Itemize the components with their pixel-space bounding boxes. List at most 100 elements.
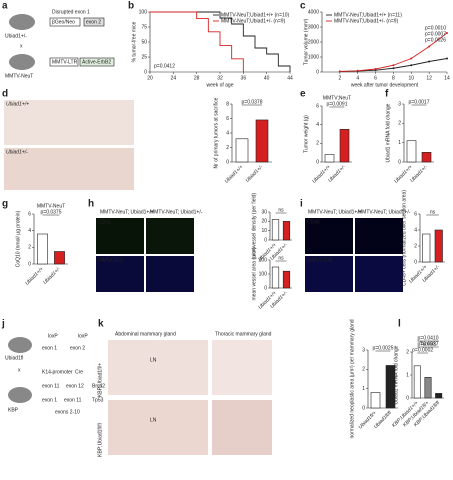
text: Cre bbox=[75, 369, 83, 375]
y-axis-label: Nr of primary tumors at sacrifice bbox=[213, 97, 219, 168]
micrograph bbox=[305, 256, 353, 292]
y-tick-label: 4 bbox=[414, 227, 417, 233]
y-tick-label: 20 bbox=[261, 219, 267, 225]
x-tick-label: 8 bbox=[392, 75, 395, 81]
x-tick-label: 4 bbox=[356, 75, 359, 81]
text: LN bbox=[150, 417, 157, 423]
text: DAPI/CD31 bbox=[98, 257, 124, 263]
panel-letter: a bbox=[2, 1, 8, 12]
bar bbox=[421, 152, 432, 163]
y-tick-label: 3000 bbox=[308, 24, 319, 30]
chart-title: MMTV-NeuT bbox=[37, 203, 65, 209]
y-tick-label: 2000 bbox=[308, 39, 319, 45]
y-tick-label: 6 bbox=[316, 103, 319, 109]
text: loxP bbox=[48, 333, 58, 339]
y-axis-label: Tumor weight (g) bbox=[303, 115, 309, 153]
point bbox=[428, 45, 431, 48]
micrograph bbox=[146, 256, 194, 292]
point bbox=[410, 57, 413, 60]
y-tick-label: 100 bbox=[139, 9, 148, 15]
bar bbox=[339, 129, 350, 163]
y-tick-label: 2 bbox=[28, 245, 31, 251]
series-line bbox=[150, 11, 244, 72]
panel-letter: g bbox=[2, 199, 8, 210]
annotation: ns bbox=[278, 207, 284, 213]
x-tick-label: Ubiad1+/+ bbox=[24, 266, 45, 287]
panel-letter: k bbox=[98, 319, 104, 330]
text: MMTV-NeuT; Ubiad1+/- bbox=[358, 209, 411, 215]
y-tick-label: 0 bbox=[406, 395, 409, 401]
panel-letter: d bbox=[2, 89, 8, 100]
legend-label: MMTV-NeuT;Ubiad1+/- (n=9) bbox=[334, 18, 399, 24]
y-tick-label: 0 bbox=[414, 259, 417, 265]
text: MMTV-NeuT bbox=[5, 73, 33, 79]
text: MMTV-NeuT; Ubiad1+/+ bbox=[308, 209, 362, 215]
y-tick-label: 2 bbox=[226, 145, 229, 151]
text: Brca2 bbox=[92, 383, 105, 389]
y-tick-label: 0 bbox=[316, 69, 319, 75]
bar bbox=[271, 219, 280, 241]
legend-label: MMTV-NeuT;Ubiad1+/- (n=9) bbox=[221, 18, 286, 24]
y-tick-label: 6 bbox=[28, 211, 31, 217]
mouse bbox=[8, 387, 32, 403]
bar bbox=[406, 140, 417, 163]
x-tick-label: 36 bbox=[241, 75, 247, 81]
text: exon 1 bbox=[42, 397, 57, 403]
x-tick-label: 40 bbox=[264, 75, 270, 81]
bar bbox=[435, 393, 443, 399]
y-tick-label: 1000 bbox=[308, 54, 319, 60]
x-tick-label: 2 bbox=[338, 75, 341, 81]
text: Ubiad1+/- bbox=[5, 33, 27, 39]
text: Ubiad1+/- bbox=[6, 149, 28, 155]
y-axis-label: % tumor-free mice bbox=[131, 21, 137, 62]
text: exon 2 bbox=[86, 19, 101, 25]
text: CD31 bbox=[98, 219, 111, 225]
text: x bbox=[18, 367, 21, 373]
y-tick-label: 50 bbox=[141, 39, 147, 45]
bar bbox=[271, 266, 280, 289]
y-tick-label: 1 bbox=[406, 372, 409, 378]
annotation: ns bbox=[278, 255, 284, 261]
text: Thoracic mammary gland bbox=[215, 331, 272, 337]
y-axis-label: normalized neoplastic area (µm²) per mam… bbox=[349, 319, 355, 438]
y-tick-label: 0 bbox=[226, 159, 229, 165]
annotation: p=0.0017 bbox=[409, 99, 430, 105]
bar bbox=[370, 392, 381, 409]
photo bbox=[4, 148, 134, 190]
micrograph bbox=[355, 218, 403, 254]
annotation: p=0.0412 bbox=[154, 63, 175, 69]
panel-letter: l bbox=[398, 319, 401, 330]
mouse bbox=[8, 337, 32, 353]
x-tick-label: 44 bbox=[287, 75, 293, 81]
mouse bbox=[9, 54, 35, 70]
y-axis-label: CD45+ cells (normalized over section are… bbox=[401, 190, 407, 286]
gene-box bbox=[83, 17, 105, 27]
x-tick-label: 6 bbox=[374, 75, 377, 81]
y-axis-label: Ubiad1 mRNA fold change bbox=[385, 103, 391, 162]
text: MMTV-NeuT; Ubiad1+/+ bbox=[100, 209, 154, 215]
x-tick-label: 12 bbox=[426, 75, 432, 81]
bar bbox=[434, 229, 443, 263]
micrograph bbox=[96, 256, 144, 292]
text: βGeo/Neo bbox=[52, 19, 75, 25]
y-tick-label: 0 bbox=[144, 69, 147, 75]
text: KBP;Ubiad1fl/fl bbox=[97, 423, 103, 457]
text: Ubiad1fl bbox=[5, 355, 23, 361]
mouse bbox=[9, 14, 35, 30]
text: Disrupted exon 1 bbox=[52, 9, 90, 15]
text: MMTV-LTR bbox=[52, 59, 78, 65]
y-tick-label: 2 bbox=[414, 243, 417, 249]
text: loxP bbox=[78, 333, 88, 339]
y-tick-label: 0 bbox=[264, 237, 267, 243]
point bbox=[338, 70, 341, 73]
text: LN bbox=[150, 357, 157, 363]
y-tick-label: 4 bbox=[28, 228, 31, 234]
y-tick-label: 3 bbox=[398, 101, 401, 107]
micrograph bbox=[146, 218, 194, 254]
annotation: p=0.0007 bbox=[425, 31, 446, 37]
y-tick-label: 2 bbox=[406, 349, 409, 355]
y-tick-label: 0 bbox=[264, 285, 267, 291]
y-tick-label: 25 bbox=[141, 54, 147, 60]
y-axis-label: Tumor volume (mm³) bbox=[303, 18, 309, 65]
